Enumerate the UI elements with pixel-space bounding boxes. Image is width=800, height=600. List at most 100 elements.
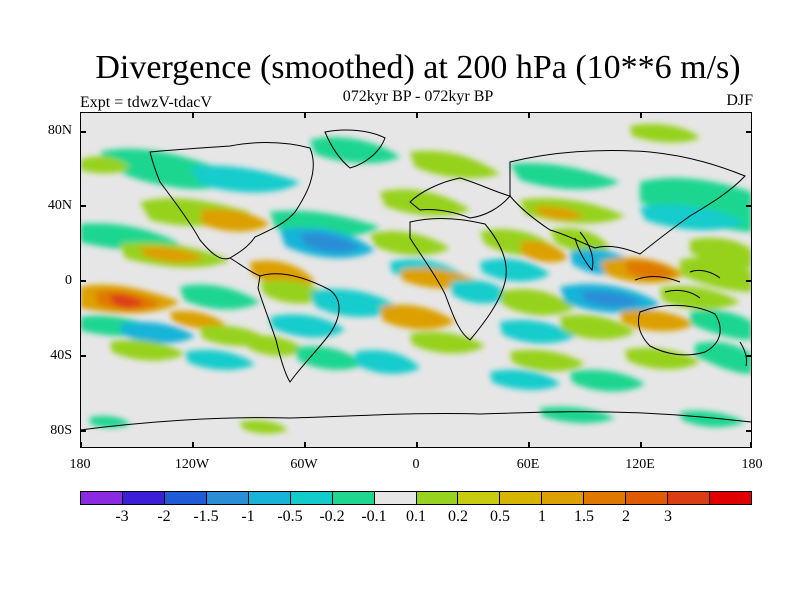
field-blob: [520, 240, 568, 263]
colorbar-label: 2: [622, 508, 630, 525]
field-blob: [180, 284, 260, 310]
field-blob: [110, 294, 144, 308]
lon-tick: [304, 112, 306, 118]
colorbar-swatch: [500, 492, 543, 504]
field-blob: [310, 137, 400, 164]
colorbar-swatch: [206, 492, 249, 504]
colorbar-swatch: [668, 492, 711, 504]
colorbar-label: -0.2: [319, 508, 345, 525]
colorbar-swatch: [164, 492, 207, 504]
field-blob: [625, 347, 700, 370]
colorbar-label: -1.5: [193, 508, 219, 525]
field-blob: [250, 260, 315, 286]
field-blob: [510, 163, 620, 190]
field-blob: [410, 331, 485, 354]
colorbar-swatch: [81, 492, 123, 504]
field-blob: [170, 310, 225, 329]
field-blob: [190, 165, 300, 193]
field-blob: [535, 206, 585, 220]
field-blob: [560, 314, 635, 340]
colorbar-swatch: [626, 492, 669, 504]
coast-new-zealand: [739, 341, 748, 367]
field-blob: [500, 289, 575, 316]
field-blob: [630, 123, 700, 143]
lat-tick: [746, 205, 752, 207]
field-blob: [625, 260, 675, 280]
field-blob: [355, 350, 420, 374]
field-blob: [380, 189, 470, 216]
lon-tick: [416, 112, 418, 118]
colorbar-swatch: [416, 492, 459, 504]
colorbar-label: 0.1: [406, 508, 426, 525]
field-blob: [640, 204, 745, 231]
lon-label-60e: 60E: [516, 457, 540, 472]
field-blob: [140, 246, 205, 263]
field-blob: [380, 304, 455, 330]
lon-tick: [304, 442, 306, 448]
colorbar-label: -0.1: [361, 508, 387, 525]
lon-tick: [640, 112, 642, 118]
coast-south-america: [257, 273, 340, 383]
field-blob: [295, 346, 365, 370]
field-blob: [185, 349, 255, 370]
lon-tick: [640, 442, 642, 448]
lat-label-40n: 40N: [47, 198, 72, 213]
lon-tick: [528, 112, 530, 118]
coast-asia: [509, 149, 746, 255]
field-blob: [580, 290, 642, 308]
map-canvas: [80, 123, 752, 434]
field-blob: [410, 150, 500, 179]
lat-tick: [746, 430, 752, 432]
field-blob: [450, 279, 510, 304]
field-blob: [500, 319, 575, 344]
field-blob: [200, 208, 270, 232]
lon-tick: [192, 442, 194, 448]
coast-australia: [637, 304, 721, 356]
field-blob: [570, 369, 645, 392]
divergence-field: [80, 123, 752, 434]
lon-label-60w: 60W: [290, 457, 318, 472]
colorbar-swatch: [290, 492, 333, 504]
field-blob: [510, 349, 585, 372]
field-blob: [370, 231, 450, 256]
colorbar-label: 1.5: [574, 508, 594, 525]
colorbar-swatch: [542, 492, 585, 504]
colorbar-label: -0.5: [277, 508, 303, 525]
coastlines: [80, 129, 752, 431]
field-blob: [490, 369, 560, 390]
lat-tick: [80, 131, 86, 133]
field-blob: [550, 228, 610, 254]
lat-label-0: 0: [65, 273, 72, 288]
field-blob: [300, 232, 360, 253]
lon-label-0: 0: [412, 457, 420, 472]
colorbar-swatch: [332, 492, 375, 504]
field-blob: [690, 309, 752, 340]
lon-label-180w: 180: [69, 457, 91, 472]
colorbar-swatch: [458, 492, 501, 504]
coast-africa: [409, 217, 507, 341]
colorbar-swatch: [374, 492, 417, 504]
plot-subtitle: 072kyr BP - 072kyr BP: [342, 88, 494, 105]
colorbar-swatch: [248, 492, 291, 504]
coast-maritime-continent: [634, 269, 721, 299]
colorbar-label: 0.5: [490, 508, 510, 525]
plot-title: Divergence (smoothed) at 200 hPa (10**6 …: [95, 49, 741, 86]
lon-tick: [750, 442, 752, 448]
colorbar-label: -3: [115, 508, 129, 525]
lon-tick: [528, 442, 530, 448]
field-blob: [540, 406, 615, 424]
lon-label-120e: 120E: [625, 457, 655, 472]
lat-tick: [80, 430, 86, 432]
lon-tick: [192, 112, 194, 118]
colorbar-label: 3: [664, 508, 672, 525]
colorbar-label: 0.2: [448, 508, 468, 525]
lat-tick: [746, 131, 752, 133]
lon-label-120w: 120W: [174, 457, 210, 472]
field-blob: [480, 258, 550, 282]
experiment-label: Expt = tdwzV-tdacV: [80, 94, 212, 111]
colorbar-label: -1: [241, 508, 255, 525]
colorbar-swatch: [584, 492, 627, 504]
divergence-map: [80, 112, 752, 448]
lon-tick: [416, 442, 418, 448]
colorbar-label: 1: [538, 508, 546, 525]
